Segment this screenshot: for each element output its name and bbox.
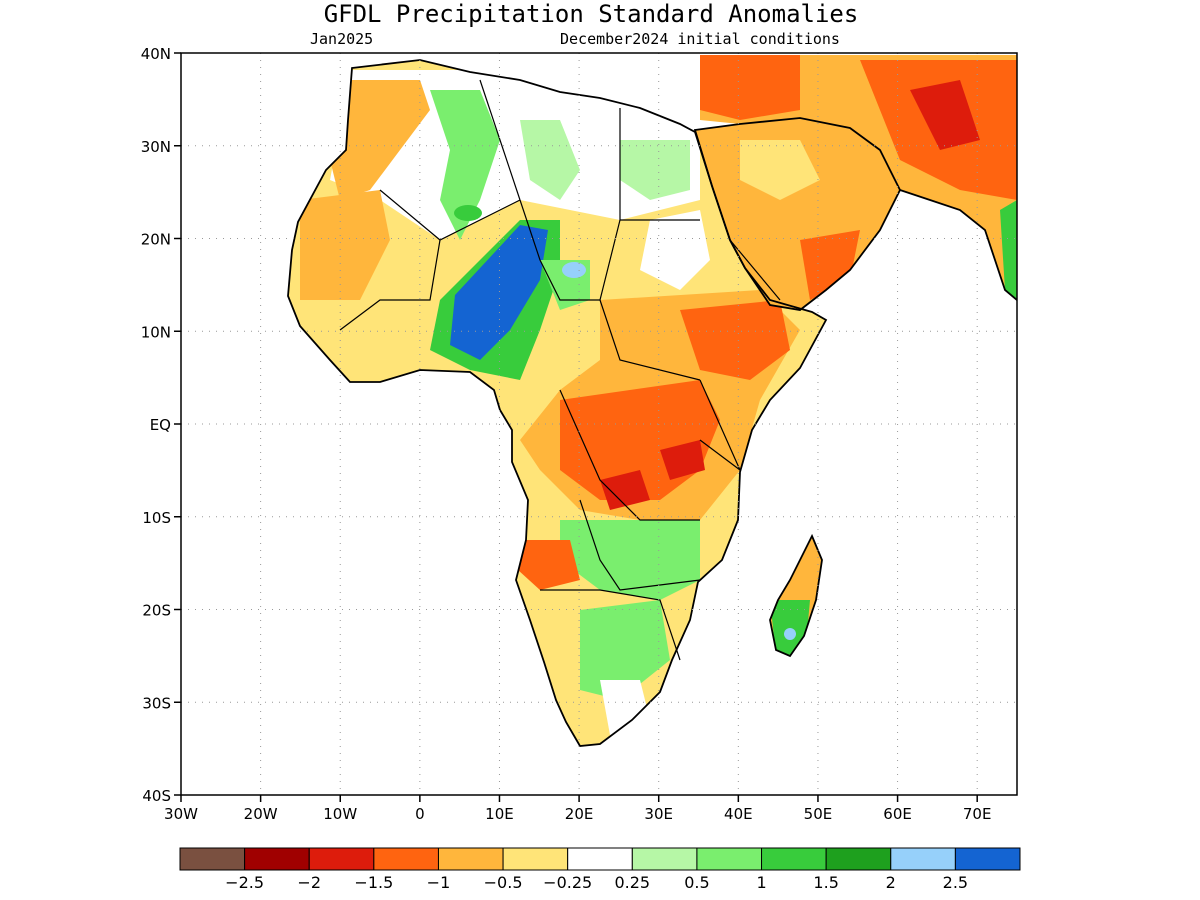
legend-swatch <box>890 847 956 871</box>
legend-label: 0.5 <box>684 873 709 892</box>
legend-swatch <box>825 847 892 871</box>
lon-label: 50E <box>804 805 833 823</box>
legend-label: −2.5 <box>225 873 264 892</box>
legend-label: 2.5 <box>943 873 968 892</box>
lon-label: 60E <box>883 805 912 823</box>
lon-label: 10W <box>323 805 357 823</box>
lat-label: 40S <box>142 787 171 805</box>
lon-label: 40E <box>724 805 753 823</box>
legend-label: 1 <box>756 873 766 892</box>
lat-label: 10S <box>142 509 171 527</box>
legend-swatch <box>954 847 1021 871</box>
legend-label: 1.5 <box>813 873 838 892</box>
lat-label: 10N <box>141 323 171 341</box>
legend-swatch <box>437 847 504 871</box>
legend-label: 0.25 <box>614 873 650 892</box>
lat-label: EQ <box>150 416 171 434</box>
legend-label: −0.25 <box>543 873 592 892</box>
map-subtitle-ic: December2024 initial conditions <box>560 30 840 48</box>
lat-label: 30S <box>142 694 171 712</box>
lon-label: 0 <box>415 805 425 823</box>
legend-label: −1.5 <box>354 873 393 892</box>
latitude-axis: 40N 30N 20N 10N EQ 10S 20S 30S 40S <box>141 45 181 805</box>
graticule <box>181 53 1017 795</box>
map-title: GFDL Precipitation Standard Anomalies <box>324 0 859 28</box>
legend-swatch <box>179 847 246 871</box>
coastlines <box>287 59 1017 747</box>
longitude-axis: 30W 20W 10W 0 10E 20E 30E 40E 50E 60E 70E <box>164 795 991 823</box>
lon-label: 70E <box>963 805 992 823</box>
lon-label: 30E <box>644 805 673 823</box>
lon-label: 20E <box>565 805 594 823</box>
legend-label: −2 <box>297 873 321 892</box>
legend-label: −1 <box>427 873 451 892</box>
legend-swatch <box>244 847 310 871</box>
legend-swatch <box>502 847 569 871</box>
legend-swatch <box>308 847 375 871</box>
lon-label: 30W <box>164 805 198 823</box>
legend-swatch <box>373 847 439 871</box>
legend-swatch <box>696 847 763 871</box>
lat-label: 20N <box>141 231 171 249</box>
lon-label: 10E <box>485 805 514 823</box>
lat-label: 20S <box>142 602 171 620</box>
map-subtitle-month: Jan2025 <box>310 30 373 48</box>
lon-label: 20W <box>244 805 278 823</box>
colorbar-legend: −2.5 −2 −1.5 −1 −0.5 −0.25 0.25 0.5 1 1.5 2 2.5 <box>179 847 1021 892</box>
legend-swatch <box>567 847 633 871</box>
legend-label: −0.5 <box>484 873 523 892</box>
legend-label: 2 <box>886 873 896 892</box>
lat-label: 40N <box>141 45 171 63</box>
lat-label: 30N <box>141 138 171 156</box>
legend-swatch <box>631 847 698 871</box>
legend-swatch <box>761 847 827 871</box>
